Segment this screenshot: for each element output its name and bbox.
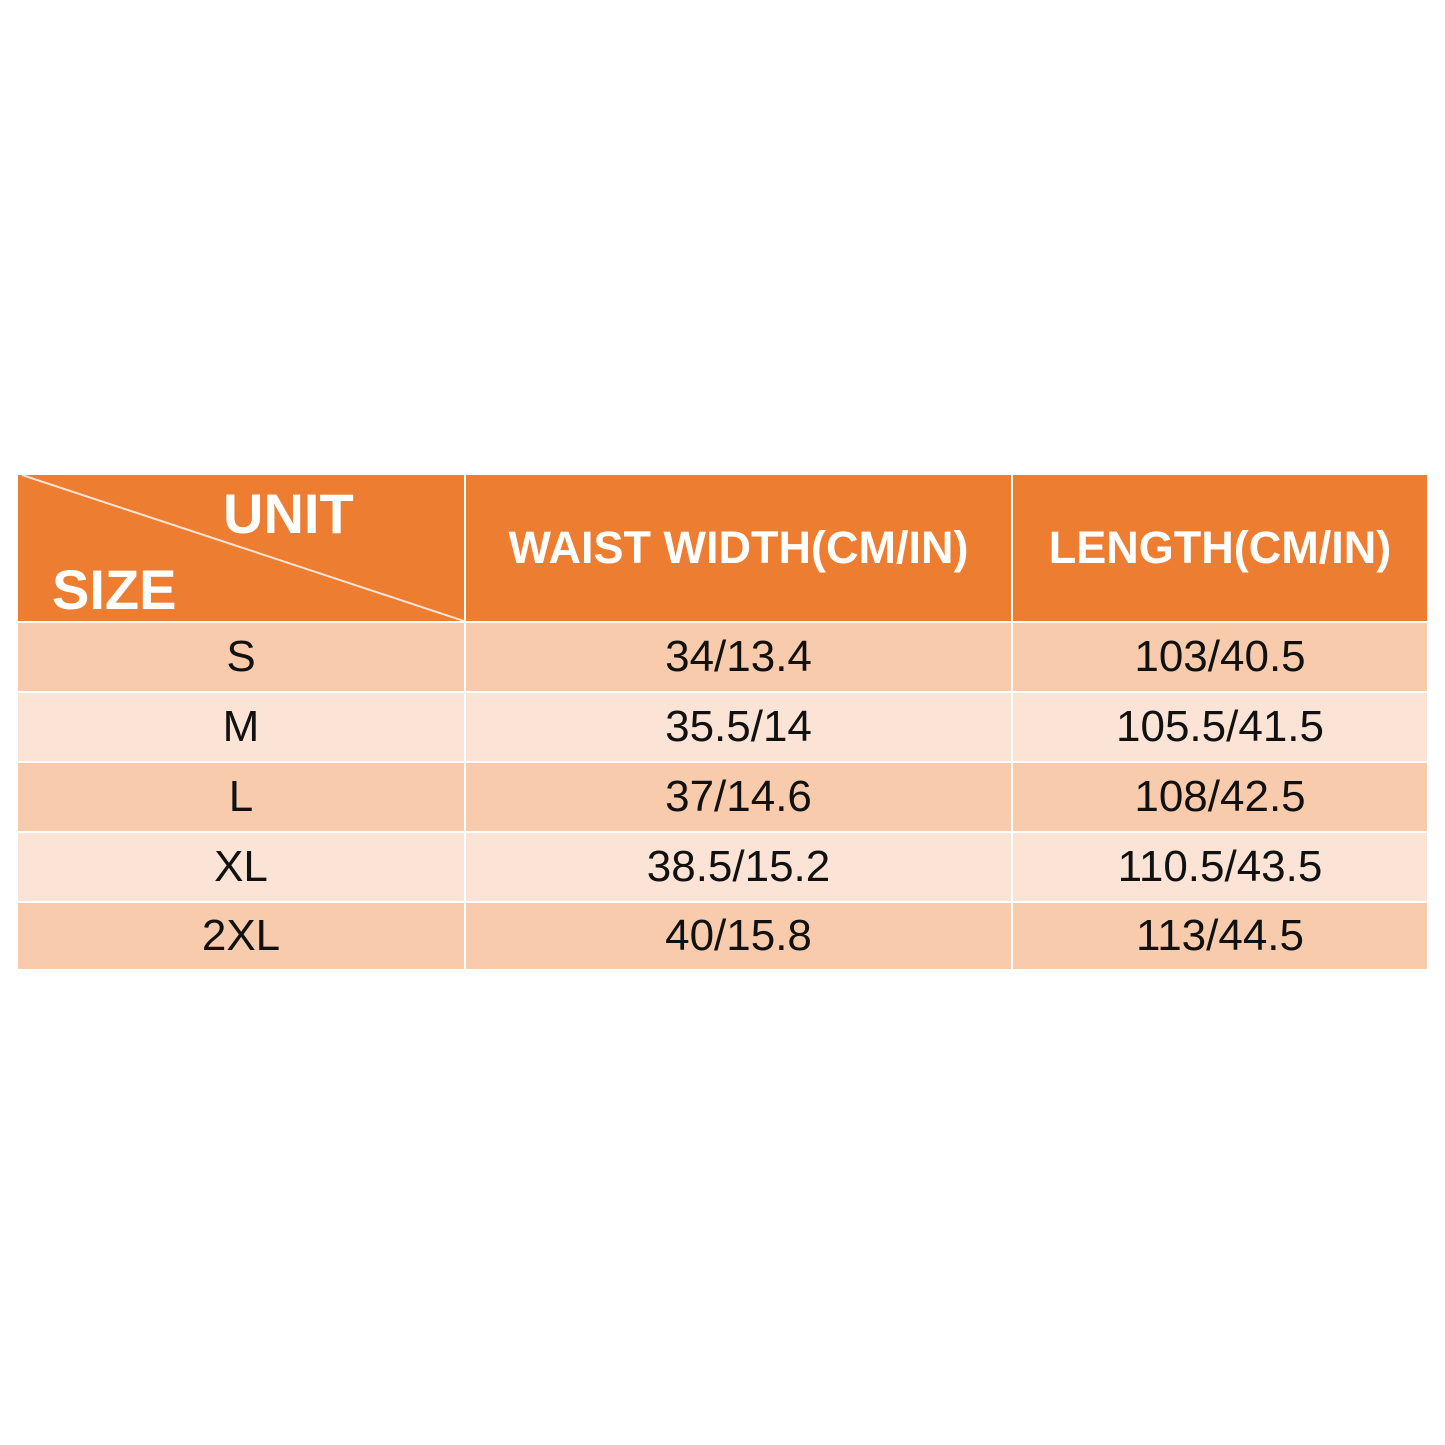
corner-header-cell: UNIT SIZE <box>18 475 464 621</box>
table-cell-length: 113/44.5 <box>1013 903 1427 969</box>
table-cell-size: M <box>18 693 464 761</box>
header-waist-width: WAIST WIDTH(CM/IN) <box>466 475 1011 621</box>
table-cell-size: XL <box>18 833 464 901</box>
table-cell-waist: 38.5/15.2 <box>466 833 1011 901</box>
table-cell-waist: 37/14.6 <box>466 763 1011 831</box>
table-cell-length: 103/40.5 <box>1013 623 1427 691</box>
diagonal-divider <box>21 475 464 621</box>
size-chart-table: UNIT SIZE WAIST WIDTH(CM/IN) LENGTH(CM/I… <box>18 475 1427 969</box>
size-label: SIZE <box>52 558 177 621</box>
table-cell-waist: 40/15.8 <box>466 903 1011 969</box>
table-cell-length: 105.5/41.5 <box>1013 693 1427 761</box>
table-cell-size: L <box>18 763 464 831</box>
table-cell-size: S <box>18 623 464 691</box>
table-cell-length: 110.5/43.5 <box>1013 833 1427 901</box>
table-cell-length: 108/42.5 <box>1013 763 1427 831</box>
table-cell-waist: 35.5/14 <box>466 693 1011 761</box>
header-length: LENGTH(CM/IN) <box>1013 475 1427 621</box>
table-cell-waist: 34/13.4 <box>466 623 1011 691</box>
table-cell-size: 2XL <box>18 903 464 969</box>
unit-label: UNIT <box>223 482 354 545</box>
